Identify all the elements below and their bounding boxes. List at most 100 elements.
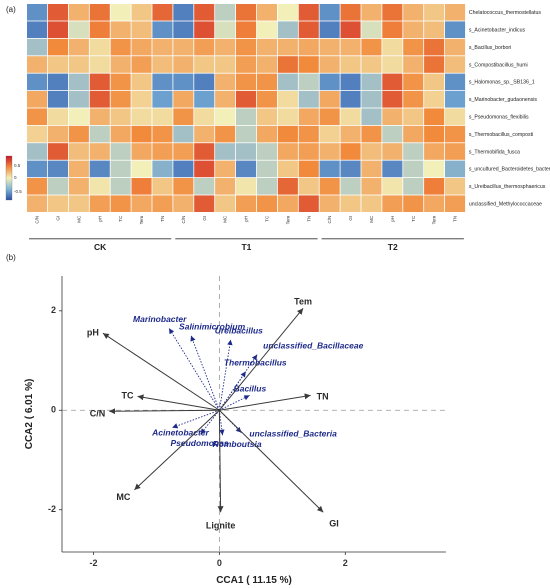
heatmap-cell [152, 21, 173, 38]
heatmap-cell [131, 178, 152, 195]
heatmap-cell [131, 160, 152, 178]
heatmap-cell [68, 160, 89, 178]
heatmap-cell [89, 143, 110, 160]
heatmap-cell [256, 56, 277, 73]
heatmap-cell [256, 38, 277, 56]
heatmap-cell [47, 143, 68, 160]
heatmap-cell [319, 178, 340, 195]
heatmap-column-label: pH [244, 216, 249, 222]
heatmap-row-label: s_Bacillus_borbori [469, 45, 511, 51]
heatmap-cell [445, 56, 466, 73]
heatmap-panel: C/N GI MC pH TC Tem TN CK C/N GI MC pH TC Tem TN T1 C/N G… [5, 4, 550, 252]
taxa-label: Bacillus [234, 383, 267, 393]
heatmap-cell [361, 178, 382, 195]
heatmap-cell [215, 125, 236, 143]
x-tick-label: 0 [217, 558, 222, 568]
heatmap-cell [382, 160, 403, 178]
env-label: C/N [90, 409, 106, 419]
heatmap-column-label: MC [76, 215, 81, 223]
heatmap-cell [256, 91, 277, 108]
heatmap-cell [382, 73, 403, 91]
heatmap-cell [403, 108, 424, 125]
heatmap-cell [89, 178, 110, 195]
heatmap-cell [424, 38, 445, 56]
heatmap-cell [89, 125, 110, 143]
heatmap-cell [424, 143, 445, 160]
heatmap-cell [89, 56, 110, 73]
heatmap-cell [173, 195, 194, 212]
taxa-arrow [168, 327, 220, 411]
heatmap-cell [152, 195, 173, 212]
taxa-label: Pseudomonas [170, 438, 228, 448]
heatmap-cell [152, 91, 173, 108]
heatmap-cell [27, 195, 48, 212]
heatmap-cell [236, 178, 257, 195]
heatmap-cell [215, 56, 236, 73]
heatmap-cell [277, 4, 298, 21]
heatmap-cell [27, 73, 48, 91]
heatmap-cell [89, 73, 110, 91]
env-label: Tem [294, 297, 312, 307]
heatmap-cell [236, 4, 257, 21]
heatmap-cell [424, 91, 445, 108]
heatmap-cell [131, 91, 152, 108]
heatmap-cell [110, 160, 131, 178]
panel-a-label: (a) [6, 5, 16, 14]
heatmap-cell [236, 160, 257, 178]
heatmap-cell [27, 56, 48, 73]
heatmap-cell [445, 38, 466, 56]
heatmap-column-label: C/N [181, 216, 186, 224]
taxa-arrow [200, 409, 220, 435]
heatmap-cell [403, 21, 424, 38]
taxa-label: unclassified_Bacillaceae [263, 341, 363, 351]
heatmap-row-label: Chelatococcus_thermostellatus [469, 10, 541, 16]
heatmap-cell [152, 125, 173, 143]
heatmap-cell [215, 73, 236, 91]
heatmap-column-label: C/N [327, 216, 332, 224]
heatmap-cell [89, 21, 110, 38]
y-tick-label: 2 [51, 305, 56, 315]
heatmap-cell [194, 108, 215, 125]
heatmap-cell [27, 125, 48, 143]
colorbar [5, 155, 13, 201]
heatmap-cell [194, 195, 215, 212]
heatmap-row-label: s_Halomonas_sp._SB136_1 [469, 80, 535, 86]
heatmap-column-label: TC [118, 215, 123, 222]
heatmap-cell [403, 143, 424, 160]
heatmap-cell [382, 143, 403, 160]
heatmap-cell [424, 56, 445, 73]
heatmap-cell [361, 91, 382, 108]
heatmap-cell [424, 195, 445, 212]
env-arrow [218, 308, 304, 411]
heatmap-cell [256, 178, 277, 195]
taxa-arrow [219, 394, 250, 411]
heatmap-cell [194, 143, 215, 160]
heatmap-cell [382, 125, 403, 143]
taxa-arrow [218, 339, 233, 411]
y-tick-label: -2 [48, 504, 56, 514]
heatmap-cell [424, 108, 445, 125]
heatmap-row-label: s_Compostibacillus_humi [469, 62, 528, 68]
heatmap-cell [47, 125, 68, 143]
heatmap-cell [340, 108, 361, 125]
heatmap-cell [298, 38, 319, 56]
heatmap-cell [340, 91, 361, 108]
heatmap-cell [445, 21, 466, 38]
heatmap-cell [277, 125, 298, 143]
heatmap-cell [445, 178, 466, 195]
heatmap-cell [215, 195, 236, 212]
heatmap-cell [68, 195, 89, 212]
heatmap-cell [173, 178, 194, 195]
heatmap-cell [424, 125, 445, 143]
heatmap-cell [277, 38, 298, 56]
heatmap-cell [424, 160, 445, 178]
heatmap-cell [131, 73, 152, 91]
heatmap-cell [27, 178, 48, 195]
heatmap-cell [256, 125, 277, 143]
heatmap-cell [173, 125, 194, 143]
heatmap-cell [361, 4, 382, 21]
taxa-label: unclassified_Bacteria [249, 429, 337, 439]
heatmap-cell [256, 4, 277, 21]
heatmap-cell [403, 56, 424, 73]
env-label: pH [87, 328, 99, 338]
